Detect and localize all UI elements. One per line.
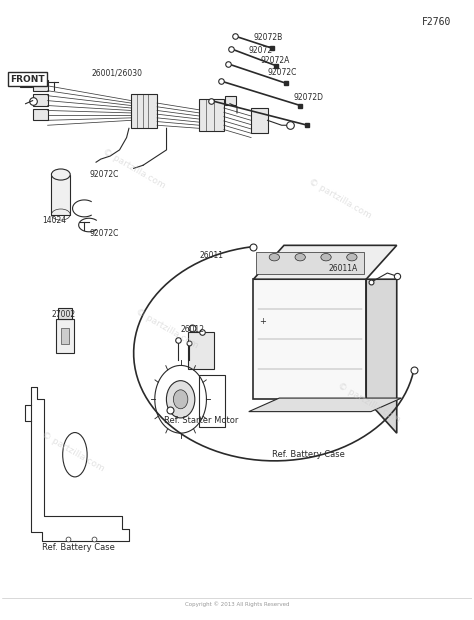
Bar	[33, 81, 48, 91]
Bar	[251, 108, 267, 133]
Ellipse shape	[269, 254, 280, 261]
Text: 92072C: 92072C	[89, 229, 118, 237]
Bar	[33, 109, 48, 120]
Bar	[200, 99, 224, 131]
Bar	[131, 94, 157, 128]
Polygon shape	[366, 279, 397, 433]
Polygon shape	[249, 398, 401, 412]
Ellipse shape	[321, 254, 331, 261]
Bar	[33, 94, 48, 105]
Text: 26011A: 26011A	[328, 264, 358, 273]
Text: FRONT: FRONT	[10, 74, 45, 84]
Text: © partzilla.com: © partzilla.com	[40, 430, 105, 473]
Ellipse shape	[295, 254, 305, 261]
Text: 26011: 26011	[200, 251, 223, 260]
Bar	[56, 319, 74, 353]
Bar	[188, 332, 213, 368]
Text: © partzilla.com: © partzilla.com	[101, 147, 166, 190]
Circle shape	[173, 390, 188, 409]
Text: 92072D: 92072D	[293, 93, 323, 102]
Text: 92072: 92072	[249, 46, 273, 55]
Text: 26012: 26012	[181, 326, 205, 334]
Polygon shape	[254, 246, 397, 279]
Text: 27002: 27002	[51, 311, 75, 319]
Text: 92072A: 92072A	[261, 56, 290, 65]
Text: Ref. Battery Case: Ref. Battery Case	[272, 450, 345, 459]
Text: Ref. Starter Motor: Ref. Starter Motor	[164, 417, 238, 425]
Bar	[61, 329, 69, 344]
Text: © partzilla.com: © partzilla.com	[134, 307, 200, 350]
Bar	[51, 174, 70, 215]
Text: © partzilla.com: © partzilla.com	[308, 177, 373, 221]
Text: 92072B: 92072B	[254, 33, 283, 42]
Text: 92072C: 92072C	[267, 68, 297, 78]
Text: F2760: F2760	[421, 17, 451, 27]
Text: Ref. Battery Case: Ref. Battery Case	[42, 542, 115, 552]
Text: © partzilla.com: © partzilla.com	[336, 381, 401, 424]
Bar	[20, 76, 32, 87]
Text: +: +	[259, 317, 266, 326]
Ellipse shape	[346, 254, 357, 261]
Bar	[254, 279, 366, 399]
Text: 14024: 14024	[42, 216, 66, 225]
Bar	[225, 95, 236, 105]
Text: 92072C: 92072C	[89, 170, 118, 179]
Ellipse shape	[51, 169, 70, 180]
Bar	[58, 308, 72, 319]
Bar	[200, 374, 225, 427]
Text: 26001/26030: 26001/26030	[91, 68, 142, 78]
Text: Copyright © 2013 All Rights Reserved: Copyright © 2013 All Rights Reserved	[185, 601, 289, 607]
Bar	[256, 252, 364, 274]
Circle shape	[166, 381, 195, 418]
